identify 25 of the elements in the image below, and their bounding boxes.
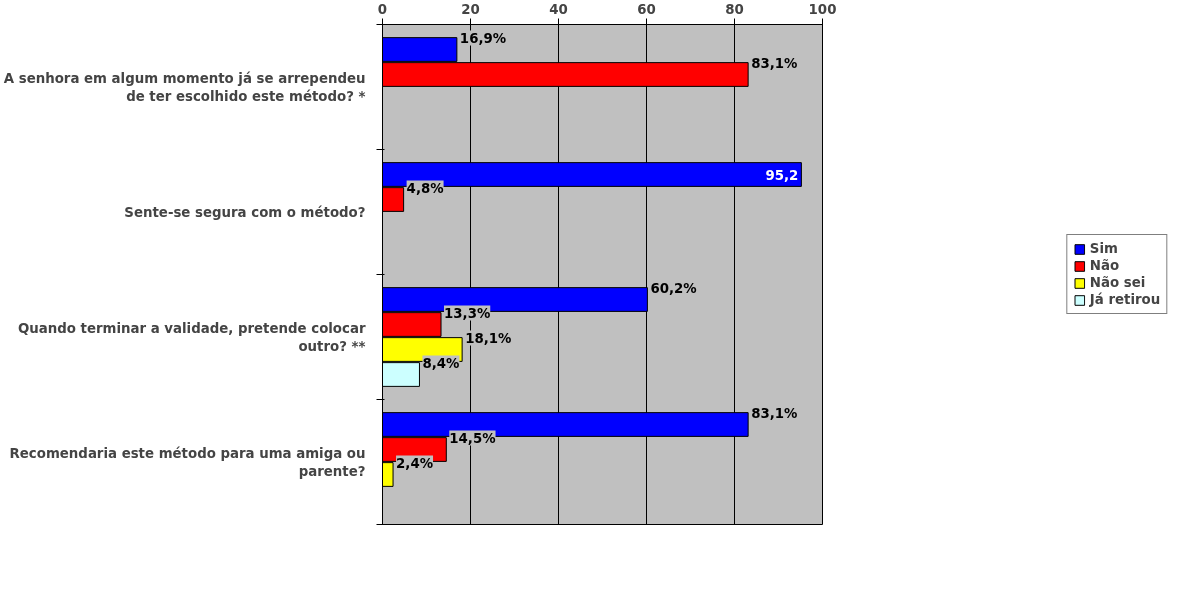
- x-tick-label: 100: [808, 1, 837, 17]
- x-tick-label: 60: [637, 1, 656, 17]
- data-label: 13,3%: [444, 305, 491, 321]
- x-tick-label: 20: [461, 1, 480, 17]
- legend-label: Já retirou: [1089, 292, 1161, 307]
- data-label: 83,1%: [751, 405, 798, 421]
- data-label: 83,1%: [751, 55, 798, 71]
- x-tick-label: 80: [725, 1, 744, 17]
- data-label: 18,1%: [465, 330, 512, 346]
- y-tick-label: Recomendaria este método para uma amiga ou parente?: [9, 445, 366, 479]
- data-label: 60,2%: [650, 280, 697, 296]
- legend-label: Não sei: [1089, 275, 1146, 290]
- x-tick-label: 40: [549, 1, 568, 17]
- data-label: 2,4%: [396, 455, 434, 471]
- data-label: 95,2: [765, 167, 799, 183]
- data-label: 4,8%: [406, 180, 444, 196]
- data-label: 14,5%: [449, 430, 496, 446]
- legend-label: Não: [1089, 258, 1120, 273]
- y-tick-label: Sente-se segura com o método?: [124, 204, 366, 220]
- data-label: 16,9%: [459, 30, 507, 46]
- data-label: 8,4%: [422, 355, 460, 371]
- legend-label: Sim: [1089, 241, 1118, 256]
- y-tick-label: Quando terminar a validade, pretende colocar outro? **: [17, 320, 366, 354]
- x-tick-label: 0: [377, 1, 388, 17]
- y-tick-label: A senhora em algum momento já se arrependeu de ter escolhido este método? *: [3, 70, 366, 104]
